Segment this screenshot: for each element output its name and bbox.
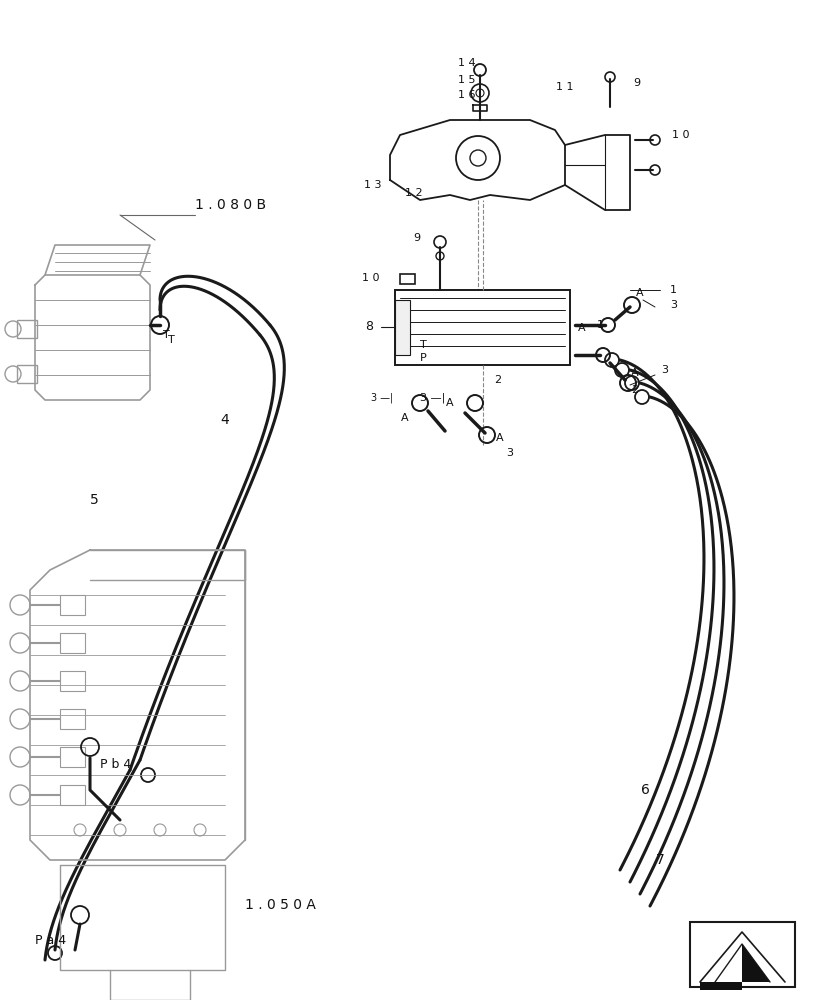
Text: 3: 3 [662,365,668,375]
Bar [60,709,85,729]
Text: 9: 9 [633,78,640,88]
Bar [60,633,85,653]
Text: 2: 2 [494,375,502,385]
Bar [60,671,85,691]
Bar [60,595,85,615]
Text: T: T [419,340,427,350]
Text: 1 3: 1 3 [365,180,382,190]
Text: 1: 1 [670,285,677,295]
Bar [690,922,795,987]
Text: 1 4: 1 4 [458,58,476,68]
Bar [395,290,570,365]
Text: 1 0: 1 0 [672,130,690,140]
Text: 1 . 0 8 0 B: 1 . 0 8 0 B [195,198,266,212]
Text: 1 . 0 5 0 A: 1 . 0 5 0 A [245,898,316,912]
Text: A: A [401,413,409,423]
Text: 3: 3 [507,448,513,458]
Text: 3: 3 [670,300,677,310]
Bar [17,365,37,383]
Text: 1 5: 1 5 [458,75,476,85]
Text: 3 —|: 3 —| [420,393,446,403]
Text: A: A [636,288,644,298]
Polygon shape [742,944,770,982]
Text: A: A [496,433,503,443]
Text: 8: 8 [365,320,373,334]
Text: 1: 1 [596,320,604,330]
Text: 6: 6 [641,783,650,797]
Text: P a 4: P a 4 [35,934,66,946]
Polygon shape [700,982,742,990]
Bar [60,747,85,767]
Text: T: T [168,335,175,345]
Text: 1 1: 1 1 [557,82,574,92]
Bar [17,320,37,338]
Text: 4: 4 [220,413,229,427]
Text: 1 0: 1 0 [362,273,380,283]
Bar [395,300,410,355]
Text: 5: 5 [90,493,99,507]
Bar [400,274,415,284]
Text: P b 4: P b 4 [100,758,131,772]
Text: P: P [419,353,427,363]
Bar [60,785,85,805]
Text: A: A [579,323,586,333]
Text: 7: 7 [655,853,664,867]
Text: A: A [446,398,454,408]
Text: 2: 2 [632,385,639,395]
Text: 1 6: 1 6 [458,90,476,100]
Text: 3 —|: 3 —| [371,393,393,403]
Text: T: T [163,330,170,340]
Text: 1 2: 1 2 [405,188,423,198]
Text: 9: 9 [413,233,420,243]
Text: A: A [632,368,639,378]
